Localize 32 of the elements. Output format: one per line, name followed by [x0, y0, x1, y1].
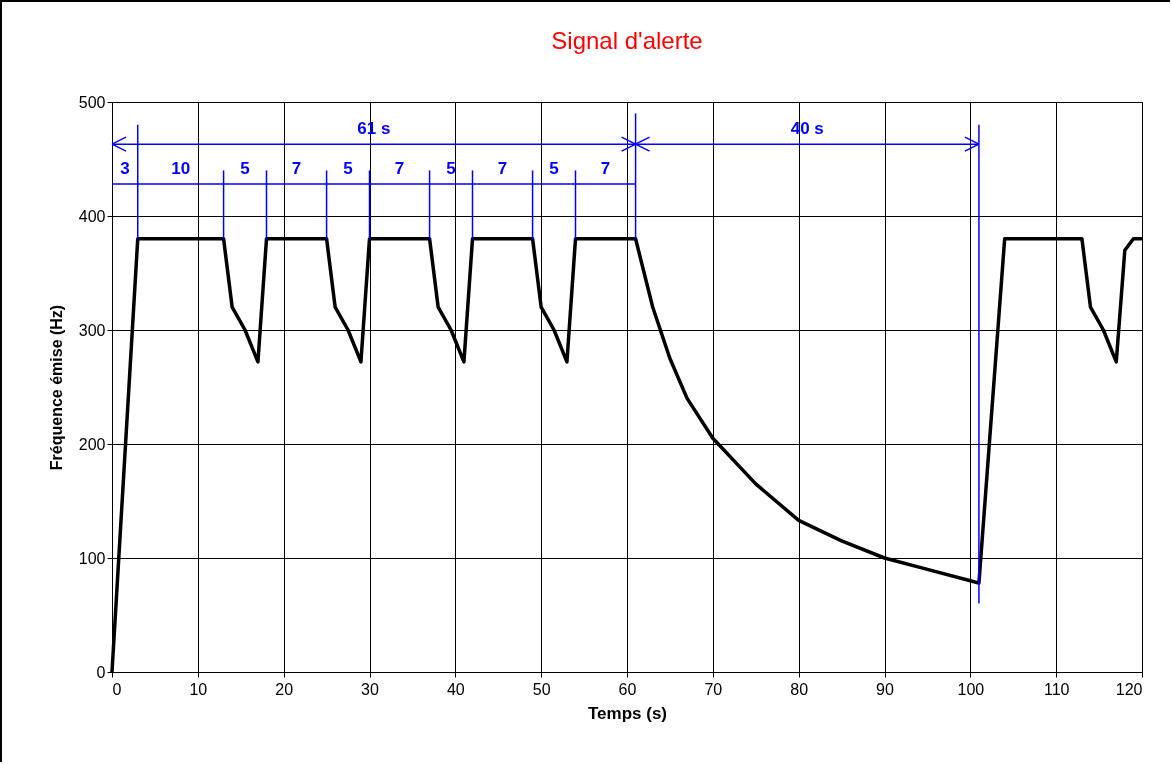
- y-tick-label: 100: [78, 549, 106, 567]
- annotation: 3: [120, 159, 130, 179]
- y-tick-label: 200: [78, 435, 106, 453]
- annotation: 7: [497, 159, 508, 179]
- annotation: 5: [549, 159, 559, 179]
- annotation: 5: [240, 159, 250, 179]
- x-tick-label: 10: [189, 680, 208, 698]
- x-tick-label: 70: [704, 680, 723, 698]
- y-axis-title: Fréquence émise (Hz): [47, 304, 65, 471]
- x-tick-label: 100: [957, 680, 985, 698]
- y-tick-label: 300: [78, 321, 106, 339]
- chart-title: Signal d'alerte: [551, 27, 703, 54]
- annotation: 5: [446, 159, 456, 179]
- x-tick-label: 20: [275, 680, 294, 698]
- x-tick-label: 40: [446, 680, 465, 698]
- x-tick-label: 80: [790, 680, 809, 698]
- y-tick-label: 0: [96, 663, 106, 681]
- annotation: 7: [600, 159, 611, 179]
- x-axis-title: Temps (s): [587, 703, 668, 723]
- x-tick-label: 60: [618, 680, 637, 698]
- annotation: 5: [343, 159, 353, 179]
- y-tick-label: 500: [78, 93, 106, 111]
- y-tick-label: 400: [78, 207, 106, 225]
- x-tick-label: 90: [876, 680, 894, 698]
- annotation: 7: [291, 159, 302, 179]
- x-tick-label: 30: [361, 680, 379, 698]
- x-tick-label: 0: [112, 680, 122, 698]
- annotation: 7: [394, 159, 405, 179]
- x-tick-label: 120: [1115, 680, 1143, 698]
- x-tick-label: 110: [1043, 680, 1070, 698]
- annotation: 10: [171, 159, 191, 179]
- x-tick-label: 50: [532, 680, 551, 698]
